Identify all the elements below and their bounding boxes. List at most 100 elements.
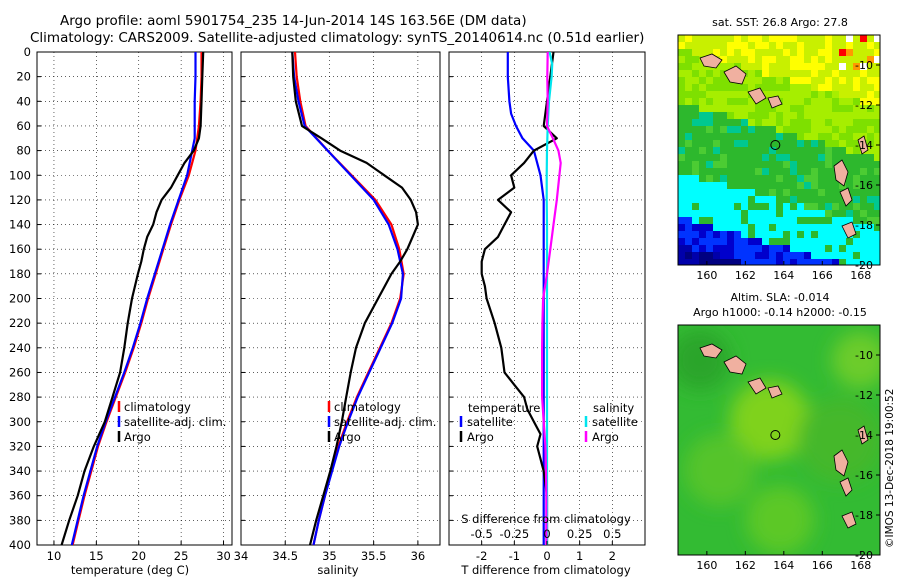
sst-cell xyxy=(811,175,818,182)
sst-cell xyxy=(748,112,755,119)
sst-cell xyxy=(685,238,692,245)
sst-cell xyxy=(811,182,818,189)
sst-cell xyxy=(755,238,762,245)
sst-cell xyxy=(685,133,692,140)
sst-cell xyxy=(685,91,692,98)
sst-cell xyxy=(797,168,804,175)
sst-cell xyxy=(860,119,867,126)
sst-cell xyxy=(818,224,825,231)
sst-cell xyxy=(811,119,818,126)
sst-cell xyxy=(727,140,734,147)
sst-cell xyxy=(741,224,748,231)
x-tick-label: -2 xyxy=(476,549,487,563)
sst-cell xyxy=(867,133,874,140)
sst-cell xyxy=(818,126,825,133)
sst-cell xyxy=(790,210,797,217)
sst-cell xyxy=(741,217,748,224)
sst-cell xyxy=(874,140,880,147)
sst-cell xyxy=(804,112,811,119)
sst-cell xyxy=(874,245,880,252)
sst-cell xyxy=(769,182,776,189)
sst-cell xyxy=(783,175,790,182)
sst-cell xyxy=(713,168,720,175)
sst-cell xyxy=(713,147,720,154)
sst-cell xyxy=(776,77,783,84)
sst-cell xyxy=(734,105,741,112)
sst-cell xyxy=(825,147,832,154)
sst-cell xyxy=(678,70,685,77)
sst-cell xyxy=(699,224,706,231)
sst-cell xyxy=(797,147,804,154)
sst-cell xyxy=(769,35,776,42)
sst-cell xyxy=(811,84,818,91)
sst-cell xyxy=(853,56,860,63)
sst-cell xyxy=(776,70,783,77)
sst-cell xyxy=(685,252,692,259)
sst-cell xyxy=(804,35,811,42)
sst-cell xyxy=(811,91,818,98)
sst-cell xyxy=(818,63,825,70)
sst-cell xyxy=(874,147,880,154)
sst-cell xyxy=(706,147,713,154)
sst-cell xyxy=(734,35,741,42)
sst-cell xyxy=(706,42,713,49)
sst-cell xyxy=(783,35,790,42)
sst-cell xyxy=(720,161,727,168)
sst-cell xyxy=(804,252,811,259)
sst-cell xyxy=(797,196,804,203)
sst-cell xyxy=(706,77,713,84)
sst-cell xyxy=(699,133,706,140)
sst-cell xyxy=(825,140,832,147)
sst-cell xyxy=(762,182,769,189)
sst-cell xyxy=(860,35,867,42)
sst-cell xyxy=(853,175,860,182)
sst-cell xyxy=(811,189,818,196)
sst-cell xyxy=(797,98,804,105)
sst-cell xyxy=(874,112,880,119)
y-tick-label: 0 xyxy=(24,45,31,59)
sst-cell xyxy=(734,133,741,140)
sst-cell xyxy=(860,112,867,119)
sst-cell xyxy=(755,140,762,147)
sst-cell xyxy=(685,161,692,168)
sst-cell xyxy=(678,105,685,112)
sst-cell xyxy=(811,203,818,210)
sst-cell xyxy=(734,196,741,203)
sst-cell xyxy=(692,224,699,231)
sst-cell xyxy=(846,259,853,265)
sst-cell xyxy=(685,196,692,203)
x-tick-label: 10 xyxy=(47,549,62,563)
sst-cell xyxy=(867,224,874,231)
land-island xyxy=(699,53,723,69)
sst-cell xyxy=(790,42,797,49)
map-y-tick-label: -18 xyxy=(855,219,873,232)
x-tick-label: 2 xyxy=(609,549,616,563)
sst-cell xyxy=(699,259,706,265)
sst-cell xyxy=(832,196,839,203)
sst-cell xyxy=(832,224,839,231)
sst-cell xyxy=(818,245,825,252)
sst-cell xyxy=(811,210,818,217)
sst-cell xyxy=(762,238,769,245)
sst-cell xyxy=(748,49,755,56)
sst-cell xyxy=(776,63,783,70)
y-tick-label: 100 xyxy=(9,168,31,182)
sst-cell xyxy=(832,231,839,238)
sst-cell xyxy=(734,98,741,105)
sla-map-title-2: Argo h1000: -0.14 h2000: -0.15 xyxy=(693,306,867,319)
sst-cell xyxy=(839,91,846,98)
series-line-satellite-adj-clim- xyxy=(291,52,404,545)
sst-cell xyxy=(748,63,755,70)
sst-cell xyxy=(755,175,762,182)
sst-cell xyxy=(699,35,706,42)
sst-cell xyxy=(846,119,853,126)
sst-cell xyxy=(853,245,860,252)
sst-cell xyxy=(692,42,699,49)
sst-cell xyxy=(748,105,755,112)
sst-cell xyxy=(860,259,867,265)
temperature-legend: climatology satellite-adj. clim. Argo xyxy=(117,400,226,444)
sst-cell xyxy=(832,63,839,70)
sst-cell xyxy=(867,63,874,70)
sst-cell xyxy=(804,49,811,56)
